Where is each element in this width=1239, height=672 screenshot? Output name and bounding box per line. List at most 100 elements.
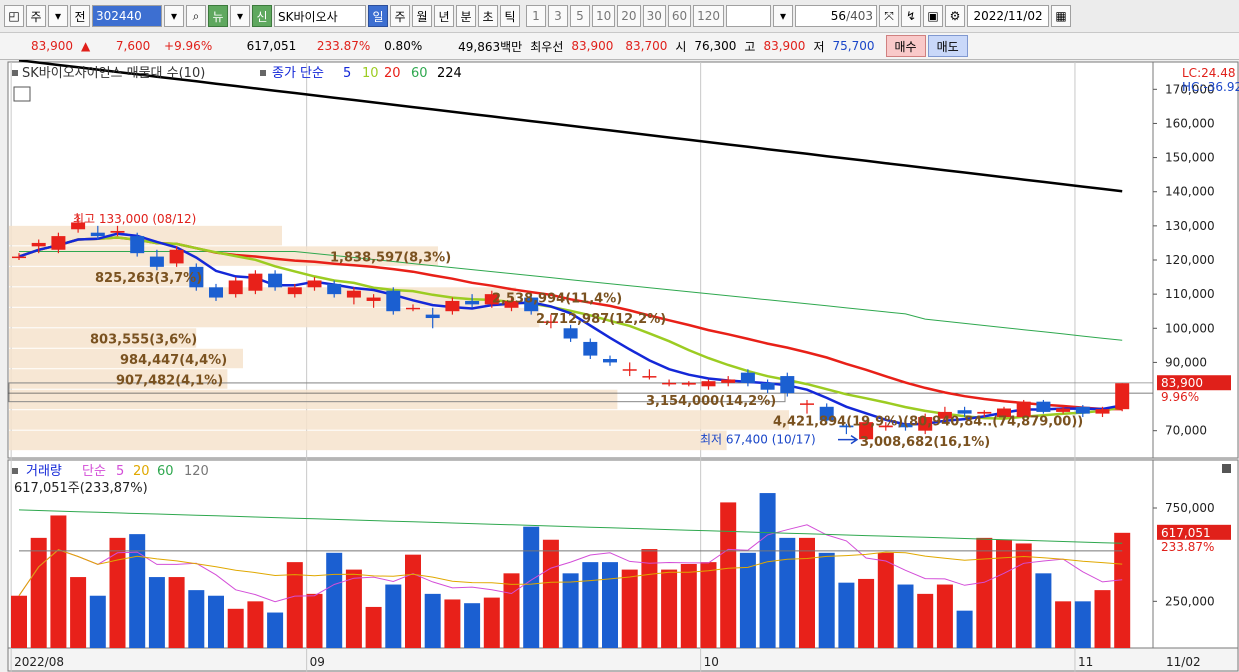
volume-bar (917, 593, 934, 648)
y-tick-label: 100,000 (1165, 321, 1215, 335)
gear-icon[interactable]: ⚙ (945, 5, 966, 27)
volume-bar (129, 534, 146, 648)
last-volume-pct: 233.87% (1161, 540, 1214, 554)
x-tick-label: 09 (310, 655, 325, 669)
price-change: 7,600 (115, 39, 151, 53)
candle-body (800, 403, 814, 405)
volume-bar (542, 539, 559, 648)
calendar-icon[interactable]: ▦ (1051, 5, 1072, 27)
volume-bar (976, 537, 993, 648)
interval-custom-input[interactable] (726, 5, 772, 27)
period-tab-6[interactable]: 틱 (500, 5, 520, 27)
x-tick-label: 11 (1078, 655, 1093, 669)
candle-body (760, 382, 775, 390)
market-select[interactable]: 주 (26, 5, 46, 27)
volume-bar (424, 593, 441, 648)
volume-bar (464, 603, 481, 648)
last-volume-tag (1157, 524, 1231, 540)
market-dropdown-icon[interactable]: ▾ (48, 5, 68, 27)
candle-body (918, 417, 933, 431)
stock-name: SK바이오사 (274, 5, 366, 27)
volume-bar (897, 584, 914, 648)
volume-bar (956, 610, 973, 648)
hc-label: HC:-36.92 (1182, 80, 1239, 94)
up-arrow-icon: ▲ (81, 39, 91, 53)
volume-bar (306, 593, 323, 648)
date-input[interactable]: 2022/11/02 (967, 5, 1050, 27)
candle-body (859, 422, 874, 440)
candle-body (563, 328, 578, 339)
interval-tab-10[interactable]: 10 (592, 5, 616, 27)
volume-bar (779, 537, 796, 648)
candle-body (12, 256, 26, 259)
window-icon[interactable]: ◰ (4, 5, 24, 27)
volume-profile-label: 3,008,682(16,1%) (860, 435, 990, 450)
candle-body (346, 290, 361, 298)
buy-button[interactable]: 매수 (885, 35, 926, 57)
interval-tab-30[interactable]: 30 (642, 5, 666, 27)
current-price: 83,900 (31, 39, 73, 53)
candle-body (169, 249, 184, 264)
volume-profile-band (9, 348, 243, 369)
lc-label: LC:24.48 (1182, 66, 1235, 80)
volume-bar (109, 537, 126, 648)
volume-bar (227, 608, 244, 648)
legend-bullet-icon (12, 468, 18, 474)
save-icon[interactable]: ▣ (923, 5, 944, 27)
volume-bar (739, 552, 756, 648)
stock-code-input[interactable]: 302440 (92, 5, 162, 27)
period-tab-2[interactable]: 월 (412, 5, 432, 27)
candle-body (997, 408, 1011, 418)
volume-profile-label: 4,421,894(19,9%)(80,940,84..(74,879,00)) (773, 414, 1083, 429)
volume-bar (208, 595, 224, 648)
candle-body (878, 425, 893, 428)
last-volume-label: 617,051 (1161, 526, 1211, 540)
ma-period-label: 5 (343, 66, 351, 81)
chart-area[interactable]: 2022/08 09 10 11 11/02 170,000 160,000 150,000 1… (0, 60, 1239, 672)
volume-bar (1074, 601, 1091, 648)
search-icon[interactable]: ⌕ (186, 5, 206, 27)
volume-profile-band (9, 430, 727, 451)
indicator-icon[interactable]: ↯ (901, 5, 922, 27)
trade-amount: 49,863백만 (458, 39, 523, 54)
panel-close-icon (1222, 464, 1231, 473)
ma-period-label: 10 (362, 66, 379, 81)
interval-tab-60[interactable]: 60 (667, 5, 692, 27)
code-dropdown-icon[interactable]: ▾ (164, 5, 184, 27)
x-tick-label: 10 (704, 655, 719, 669)
volume-bar (1094, 590, 1111, 648)
period-tab-4[interactable]: 분 (456, 5, 476, 27)
legend-bullet-icon (12, 70, 18, 76)
y-tick-label: 130,000 (1165, 219, 1215, 233)
period-tab-5[interactable]: 초 (478, 5, 498, 27)
best-quote-label: 최우선 (530, 39, 564, 54)
candle-body (603, 359, 617, 363)
news-dropdown-icon[interactable]: ▾ (230, 5, 250, 27)
y-tick-label: 70,000 (1165, 424, 1207, 438)
prefix-button[interactable]: 전 (70, 5, 90, 27)
interval-tab-5[interactable]: 5 (570, 5, 590, 27)
zoom-icon[interactable]: ⤧ (879, 5, 900, 27)
period-tab-0[interactable]: 일 (368, 5, 388, 27)
interval-tab-120[interactable]: 120 (693, 5, 725, 27)
credit-button[interactable]: 신 (252, 5, 272, 27)
interval-tab-3[interactable]: 3 (548, 5, 568, 27)
candle-body (1095, 409, 1110, 414)
volume-ma-period: 120 (184, 464, 209, 479)
period-tab-1[interactable]: 주 (390, 5, 410, 27)
period-tab-3[interactable]: 년 (434, 5, 454, 27)
interval-tab-20[interactable]: 20 (617, 5, 641, 27)
interval-dropdown-icon[interactable]: ▾ (773, 5, 794, 27)
candle-body (248, 273, 263, 291)
volume-profile-label: 907,482(4,1%) (116, 373, 223, 388)
volume-profile-label: 2,712,987(12,2%) (536, 312, 666, 327)
volume-bar (1055, 601, 1072, 648)
volume-bar (661, 569, 678, 648)
news-button[interactable]: 뉴 (208, 5, 228, 27)
sell-button[interactable]: 매도 (927, 35, 968, 57)
quote-bar: 83,900 ▲ 7,600 +9.96% 617,051 233.87% 0.… (0, 33, 1239, 60)
volume-profile-label: 803,555(3,6%) (90, 333, 197, 348)
count-field[interactable]: 56/403 (795, 5, 878, 27)
interval-tab-1[interactable]: 1 (526, 5, 546, 27)
